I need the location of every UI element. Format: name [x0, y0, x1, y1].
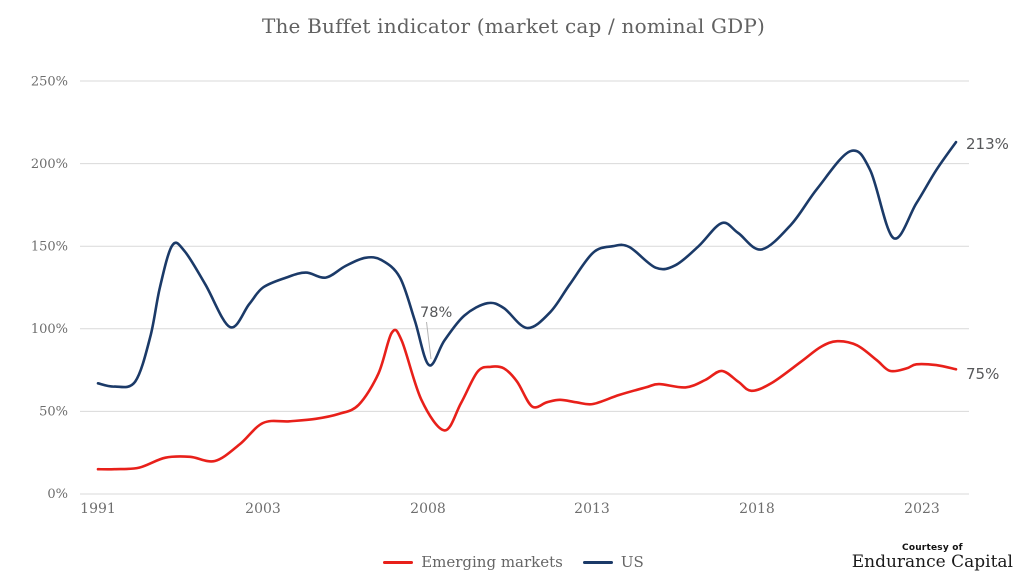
legend-item-emerging-markets: Emerging markets: [383, 553, 563, 571]
emerging-markets-line: [96, 328, 958, 471]
footer-courtesy-text: Courtesy of: [902, 543, 963, 553]
legend: Emerging markets US: [0, 553, 1027, 571]
chart-title: The Buffet indicator (market cap / nomin…: [261, 14, 766, 38]
x-tick-2003: 2003: [245, 501, 281, 517]
footer-credit: Courtesy of Endurance Capital: [852, 543, 1013, 573]
y-tick-150: 150%: [31, 240, 68, 255]
x-tick-2018: 2018: [739, 501, 775, 517]
us-line: [96, 140, 958, 389]
footer-brand-text: Endurance Capital: [851, 552, 1013, 573]
emerging-markets-line-swatch: [383, 560, 414, 564]
x-tick-2013: 2013: [574, 501, 610, 517]
y-tick-250: 250%: [31, 75, 68, 90]
gridlines: [80, 80, 969, 495]
annotation-78: 78%: [420, 305, 452, 321]
x-tick-2023: 2023: [904, 501, 940, 517]
y-axis-labels: 0% 50% 100% 150% 200% 250%: [31, 75, 68, 503]
legend-label-us: US: [620, 553, 644, 571]
emerging-end-label: 75%: [966, 365, 999, 383]
y-tick-200: 200%: [31, 157, 68, 172]
y-tick-50: 50%: [39, 405, 68, 420]
us-line-swatch: [582, 560, 613, 564]
legend-item-us: US: [582, 553, 644, 571]
y-tick-0: 0%: [47, 487, 68, 502]
x-tick-1991: 1991: [80, 501, 116, 517]
us-end-label: 213%: [966, 135, 1009, 153]
x-tick-2008: 2008: [410, 501, 446, 517]
annotation-leader-line: [426, 321, 432, 360]
legend-label-emerging-markets: Emerging markets: [421, 553, 563, 571]
x-axis-labels: 1991 2003 2008 2013 2018 2023: [80, 501, 940, 517]
y-tick-100: 100%: [31, 322, 68, 337]
